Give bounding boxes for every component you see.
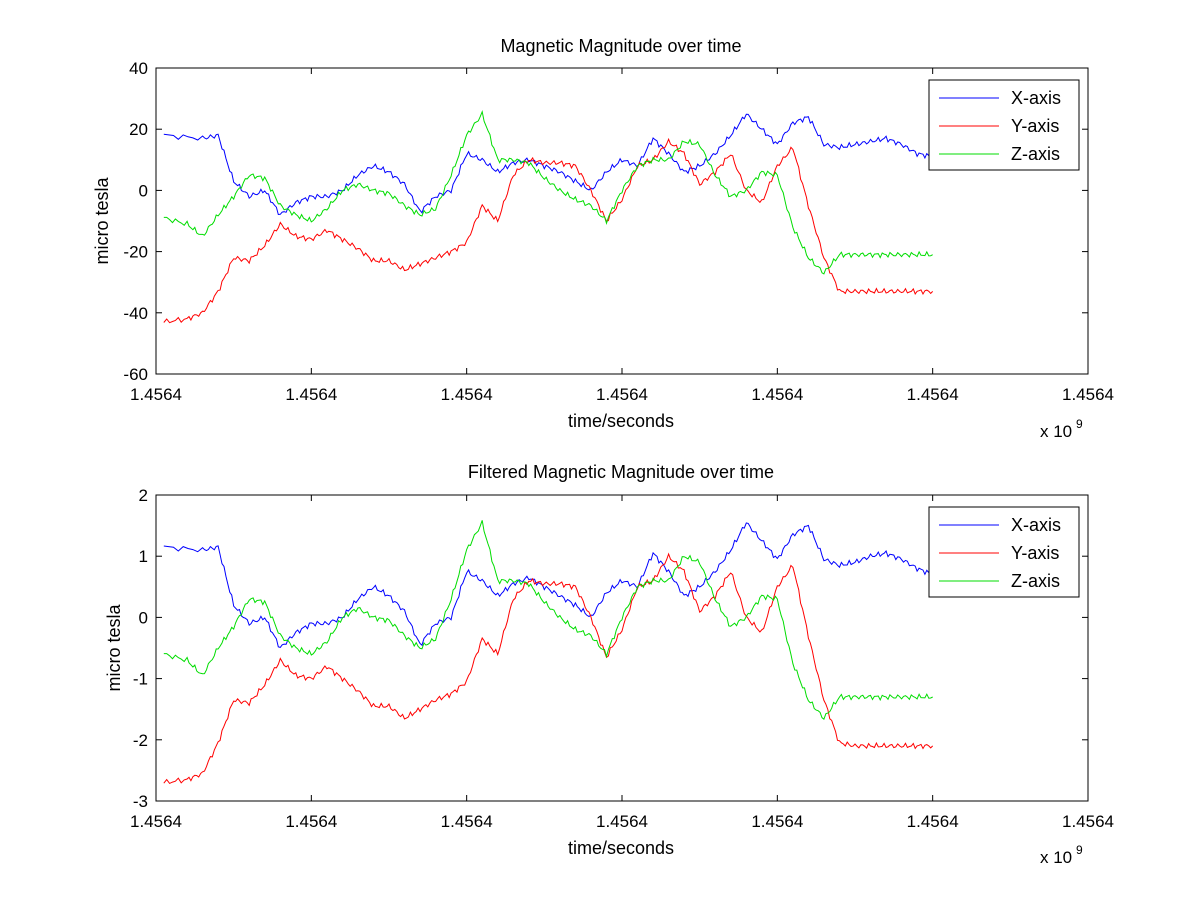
y-tick-label: 20 [129,120,148,139]
y-tick-label: 40 [129,59,148,78]
x-ticks: 1.4564 1.4564 1.4564 1.4564 1.4564 1.4564 1.45… [130,68,1114,404]
y-tick-label: -60 [123,365,148,384]
y-tick-label: 2 [139,486,148,505]
x-tick-label: 1.4564 [907,385,959,404]
chart-filtered-magnetic-magnitude: Filtered Magnetic Magnitude over time -3… [104,462,1114,867]
y-tick-label: -20 [123,243,148,262]
x-exponent-label: x 10 [1040,422,1072,441]
x-ticks: 1.4564 1.4564 1.4564 1.4564 1.4564 1.4564 1.45… [130,495,1114,831]
legend-label: Y-axis [1011,543,1059,563]
plot-lines [163,109,934,324]
series-line-x-axis [163,113,933,216]
legend-label: Z-axis [1011,144,1060,164]
x-tick-label: 1.4564 [907,812,959,831]
x-tick-label: 1.4564 [596,812,648,831]
x-exponent-power: 9 [1076,417,1083,431]
y-tick-label: -3 [133,792,148,811]
x-tick-label: 1.4564 [130,812,182,831]
x-axis-label: time/seconds [568,411,674,431]
x-tick-label: 1.4564 [285,385,337,404]
y-axis-label: micro tesla [92,177,112,265]
x-exponent-label: x 10 [1040,848,1072,867]
legend-label: X-axis [1011,515,1061,535]
x-tick-label: 1.4564 [1062,812,1114,831]
y-tick-label: 1 [139,547,148,566]
chart-magnetic-magnitude: Magnetic Magnitude over time -60 -40 -20 0 2… [92,36,1114,441]
x-tick-label: 1.4564 [751,385,803,404]
series-line-x-axis [163,522,933,648]
y-tick-label: -2 [133,731,148,750]
chart-title: Magnetic Magnitude over time [500,36,741,56]
x-tick-label: 1.4564 [130,385,182,404]
x-tick-label: 1.4564 [441,812,493,831]
y-tick-label: -40 [123,304,148,323]
legend: X-axis Y-axis Z-axis [928,79,1080,171]
y-tick-label: -1 [133,670,148,689]
y-axis-label: micro tesla [104,604,124,692]
legend-label: X-axis [1011,88,1061,108]
x-tick-label: 1.4564 [1062,385,1114,404]
series-line-y-axis [163,552,934,785]
x-axis-label: time/seconds [568,838,674,858]
legend-box [928,506,1080,598]
chart-title: Filtered Magnetic Magnitude over time [468,462,774,482]
series-line-y-axis [163,137,934,324]
x-tick-label: 1.4564 [596,385,648,404]
y-ticks: -60 -40 -20 0 20 40 [123,59,1088,384]
x-tick-label: 1.4564 [285,812,337,831]
series-line-z-axis [163,520,933,721]
y-ticks: -3 -2 -1 0 1 2 [133,486,1088,811]
y-tick-label: 0 [139,181,148,200]
legend-box [928,79,1080,171]
x-exponent-power: 9 [1076,843,1083,857]
plot-lines [163,520,934,785]
legend: X-axis Y-axis Z-axis [928,506,1080,598]
x-tick-label: 1.4564 [751,812,803,831]
x-tick-label: 1.4564 [441,385,493,404]
legend-label: Z-axis [1011,571,1060,591]
legend-label: Y-axis [1011,116,1059,136]
y-tick-label: 0 [139,608,148,627]
series-line-z-axis [163,109,933,275]
